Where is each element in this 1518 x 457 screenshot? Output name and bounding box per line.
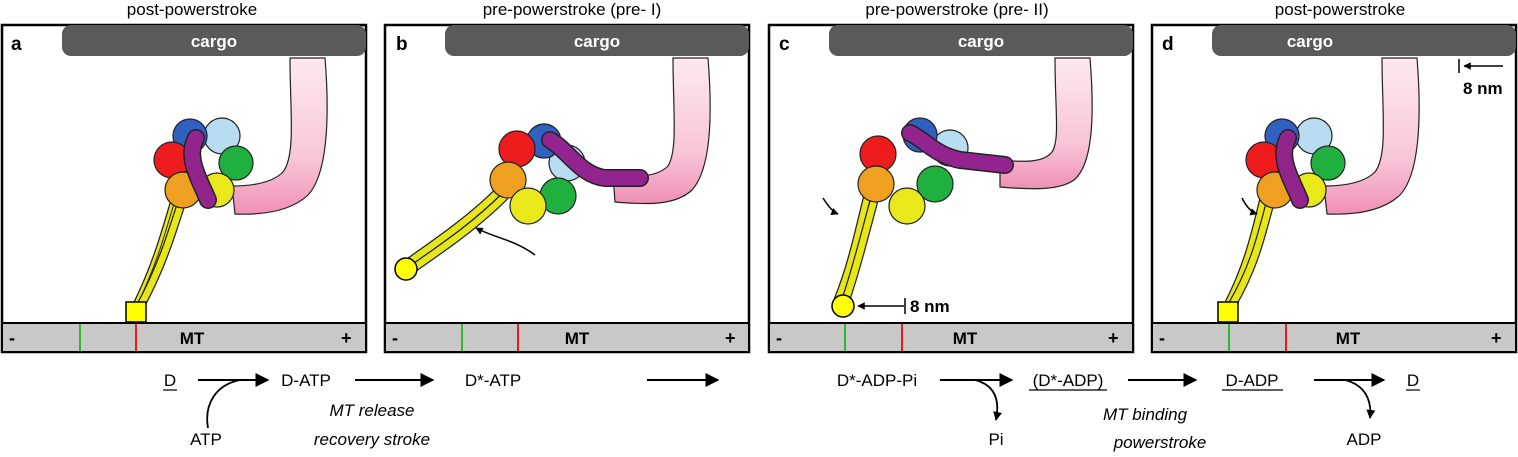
kinetic-scheme: D ATP D-ATP MT release recovery stroke D… (163, 371, 1420, 452)
cargo-bar (1212, 25, 1516, 56)
note-mt-release: MT release (329, 401, 414, 420)
stalk (612, 57, 711, 205)
state-d-end: D (1407, 371, 1419, 390)
step-label: 8 nm (1463, 79, 1503, 98)
cargo-label: cargo (1287, 32, 1333, 51)
track-label: MT (1336, 329, 1361, 348)
pi-output-arrow (974, 379, 1002, 421)
panel-letter: c (779, 34, 790, 55)
panel-letter: a (11, 34, 22, 55)
aaa2-domain (489, 161, 527, 199)
mt-track (384, 322, 750, 353)
minus-end: - (1159, 328, 1165, 348)
note-powerstroke: powerstroke (1113, 433, 1207, 452)
panel-d-title: post-powerstroke (1275, 0, 1405, 19)
state-datp: D-ATP (281, 371, 331, 390)
step-label: 8 nm (910, 297, 950, 316)
panel-a: cargo a MT - + (0, 23, 368, 354)
panel-a-title: post-powerstroke (127, 0, 257, 19)
rotation-arrow (1241, 197, 1258, 216)
panel-letter: d (1162, 34, 1174, 55)
state-dstar-adp: (D*-ADP) (1033, 371, 1104, 390)
aaa6-domain (1310, 145, 1346, 181)
panel-letter: b (396, 34, 408, 55)
panel-c-title: pre-powerstroke (pre- II) (865, 0, 1048, 19)
panel-c: cargo c 8 nm MT - + (767, 23, 1135, 354)
state-dstar-adp-pi: D*-ADP-Pi (837, 371, 917, 390)
note-mt-binding: MT binding (1103, 405, 1188, 424)
minus-end: - (392, 328, 398, 348)
mt-track (1, 322, 367, 353)
cargo-bar (445, 25, 749, 56)
cargo-label: cargo (958, 32, 1004, 51)
adp-output-arrow (1344, 379, 1376, 419)
pi-label: Pi (988, 430, 1003, 449)
state-dstar-atp: D*-ATP (465, 371, 521, 390)
note-recovery-stroke: recovery stroke (314, 430, 430, 449)
aaa1-domain (509, 187, 547, 225)
mt-track (1151, 322, 1517, 353)
plus-end: + (1108, 328, 1119, 348)
track-label: MT (953, 329, 978, 348)
plus-end: + (1491, 328, 1502, 348)
aaa2-domain (857, 165, 895, 203)
mt-track (768, 322, 1134, 353)
plus-end: + (725, 328, 736, 348)
aaa6-domain (218, 145, 254, 181)
adp-label: ADP (1347, 430, 1382, 449)
atp-input-arrow (206, 379, 241, 429)
panel-b-title: pre-powerstroke (pre- I) (483, 0, 662, 19)
panel-b: cargo b MT - + (383, 23, 751, 354)
track-label: MT (180, 329, 205, 348)
stalk (999, 57, 1093, 190)
recovery-arrow (475, 227, 536, 256)
atp-label: ATP (190, 430, 222, 449)
stalk (231, 57, 328, 215)
mt-binding-domain (394, 257, 418, 281)
cargo-bar (62, 25, 366, 56)
cargo-label: cargo (191, 32, 237, 51)
rotation-arrow (822, 197, 839, 215)
plus-end: + (341, 328, 352, 348)
stalk (1323, 57, 1420, 215)
cargo-label: cargo (574, 32, 620, 51)
minus-end: - (776, 328, 782, 348)
aaa6-domain (916, 165, 954, 203)
stem (833, 193, 880, 304)
minus-end: - (9, 328, 15, 348)
aaa3-domain (498, 130, 536, 168)
track-label: MT (565, 329, 590, 348)
state-d-adp: D-ADP (1226, 371, 1279, 390)
panel-d: cargo d 8 nm MT - + (1150, 23, 1518, 354)
mt-binding-domain (1217, 301, 1239, 323)
state-d-start: D (164, 371, 176, 390)
stem (402, 186, 509, 276)
aaa1-domain (888, 187, 926, 225)
mt-binding-domain (831, 294, 855, 318)
mt-binding-domain (125, 301, 147, 323)
cargo-bar (829, 25, 1133, 56)
